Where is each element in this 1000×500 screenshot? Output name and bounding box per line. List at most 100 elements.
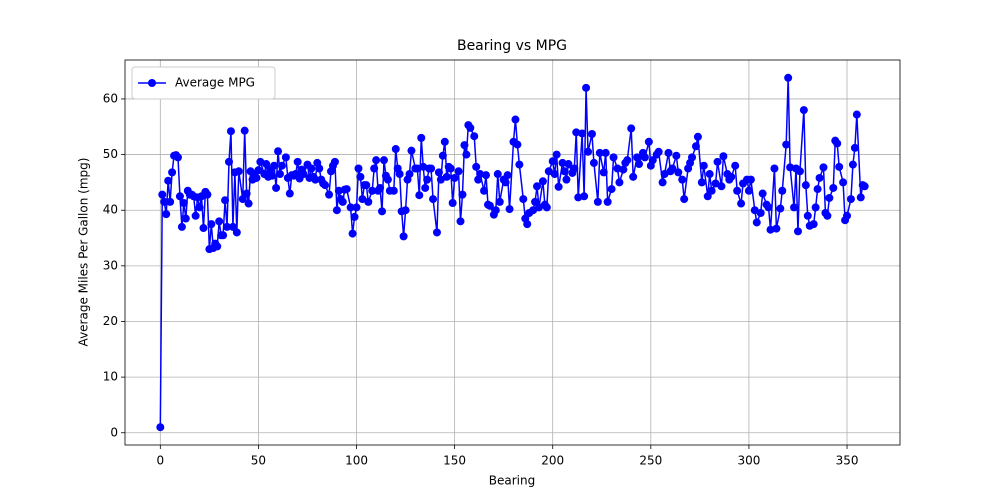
data-point: [221, 196, 230, 205]
data-point: [252, 173, 261, 182]
data-point: [640, 153, 649, 162]
data-point: [595, 148, 604, 157]
data-point: [228, 222, 237, 231]
data-point: [587, 129, 596, 138]
data-point: [705, 170, 714, 179]
data-point: [846, 195, 855, 204]
data-point: [442, 172, 451, 181]
data-point: [493, 170, 502, 179]
y-axis-label: Average Miles Per Gallon (mpg): [77, 158, 91, 347]
data-point: [852, 110, 861, 119]
data-point: [719, 152, 728, 161]
data-point: [315, 164, 324, 173]
data-point: [674, 168, 683, 177]
data-point: [678, 175, 687, 184]
data-point: [219, 231, 228, 240]
data-point: [352, 203, 361, 212]
x-tick-label: 50: [251, 454, 266, 468]
data-point: [162, 210, 171, 219]
data-point: [713, 157, 722, 166]
data-point: [407, 146, 416, 155]
data-point: [582, 83, 591, 92]
y-tick-label: 20: [103, 314, 118, 328]
legend-label: Average MPG: [175, 76, 255, 90]
data-point: [199, 224, 208, 233]
data-point: [578, 129, 587, 138]
data-point: [177, 222, 186, 231]
y-tick-label: 10: [103, 370, 118, 384]
chart-title: Bearing vs MPG: [457, 38, 567, 54]
legend-box: [131, 66, 276, 100]
data-point: [299, 170, 308, 179]
data-point: [691, 142, 700, 151]
data-point: [693, 132, 702, 141]
data-point: [254, 166, 263, 175]
data-point: [717, 182, 726, 191]
data-point: [460, 141, 469, 150]
data-point: [181, 214, 190, 223]
data-point: [330, 157, 339, 166]
data-point: [372, 156, 381, 165]
data-point: [793, 227, 802, 236]
x-tick-label: 350: [836, 454, 859, 468]
data-point: [809, 220, 818, 229]
data-point: [778, 186, 787, 195]
data-point: [737, 199, 746, 208]
data-point: [795, 167, 804, 176]
data-point: [627, 124, 636, 133]
data-point: [560, 167, 569, 176]
data-point: [368, 186, 377, 195]
data-point: [815, 173, 824, 182]
data-point: [350, 212, 359, 221]
data-point: [680, 195, 689, 204]
data-point: [448, 198, 457, 207]
data-point: [423, 175, 432, 184]
data-point: [672, 151, 681, 160]
data-point: [432, 228, 441, 237]
data-point: [434, 168, 443, 177]
data-point: [454, 167, 463, 176]
data-point: [825, 193, 834, 202]
data-point: [277, 161, 286, 170]
data-point: [599, 168, 608, 177]
data-point: [378, 207, 387, 216]
data-point: [472, 162, 481, 171]
data-point: [262, 160, 271, 169]
data-point: [213, 242, 222, 251]
data-point: [707, 186, 716, 195]
data-point: [564, 160, 573, 169]
data-point: [281, 153, 290, 162]
series-line: [159, 77, 866, 428]
data-point: [429, 195, 438, 204]
data-point: [688, 153, 697, 162]
data-point: [415, 191, 424, 200]
data-point: [293, 157, 302, 166]
data-point: [839, 178, 848, 187]
data-point: [513, 140, 522, 149]
data-point: [485, 201, 494, 210]
data-point: [790, 203, 799, 212]
data-point: [601, 148, 610, 157]
data-point: [379, 156, 388, 165]
data-point: [276, 170, 284, 179]
data-point: [764, 203, 773, 212]
data-point: [356, 172, 365, 181]
data-point: [240, 126, 249, 135]
data-point: [505, 205, 514, 214]
data-point: [550, 170, 559, 179]
y-tick-label: 50: [103, 147, 118, 161]
data-point: [803, 211, 812, 220]
data-point: [272, 183, 281, 192]
data-point: [173, 153, 182, 162]
data-point: [223, 222, 232, 231]
data-point: [166, 197, 175, 206]
data-point: [519, 195, 528, 204]
data-point: [511, 115, 520, 124]
data-point: [731, 161, 740, 170]
data-point: [307, 164, 316, 173]
data-point: [548, 157, 557, 166]
data-point: [342, 185, 351, 194]
data-point: [554, 182, 563, 191]
data-point: [515, 160, 524, 169]
data-point: [648, 156, 657, 165]
